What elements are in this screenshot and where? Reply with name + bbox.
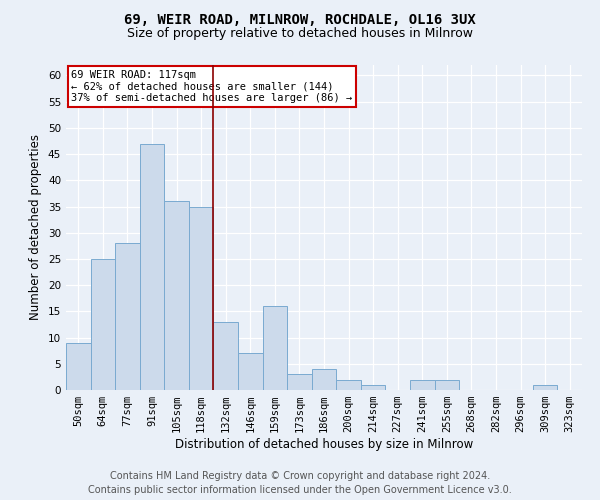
Bar: [361, 385, 385, 390]
Bar: [140, 144, 164, 390]
Bar: [115, 243, 140, 390]
X-axis label: Distribution of detached houses by size in Milnrow: Distribution of detached houses by size …: [175, 438, 473, 451]
Y-axis label: Number of detached properties: Number of detached properties: [29, 134, 43, 320]
Bar: [287, 374, 312, 390]
Text: Contains HM Land Registry data © Crown copyright and database right 2024.
Contai: Contains HM Land Registry data © Crown c…: [88, 471, 512, 495]
Bar: [336, 380, 361, 390]
Bar: [164, 202, 189, 390]
Bar: [66, 343, 91, 390]
Bar: [214, 322, 238, 390]
Bar: [312, 369, 336, 390]
Text: 69 WEIR ROAD: 117sqm
← 62% of detached houses are smaller (144)
37% of semi-deta: 69 WEIR ROAD: 117sqm ← 62% of detached h…: [71, 70, 352, 103]
Bar: [91, 259, 115, 390]
Text: Size of property relative to detached houses in Milnrow: Size of property relative to detached ho…: [127, 28, 473, 40]
Bar: [189, 206, 214, 390]
Bar: [434, 380, 459, 390]
Bar: [410, 380, 434, 390]
Bar: [238, 354, 263, 390]
Bar: [533, 385, 557, 390]
Text: 69, WEIR ROAD, MILNROW, ROCHDALE, OL16 3UX: 69, WEIR ROAD, MILNROW, ROCHDALE, OL16 3…: [124, 12, 476, 26]
Bar: [263, 306, 287, 390]
